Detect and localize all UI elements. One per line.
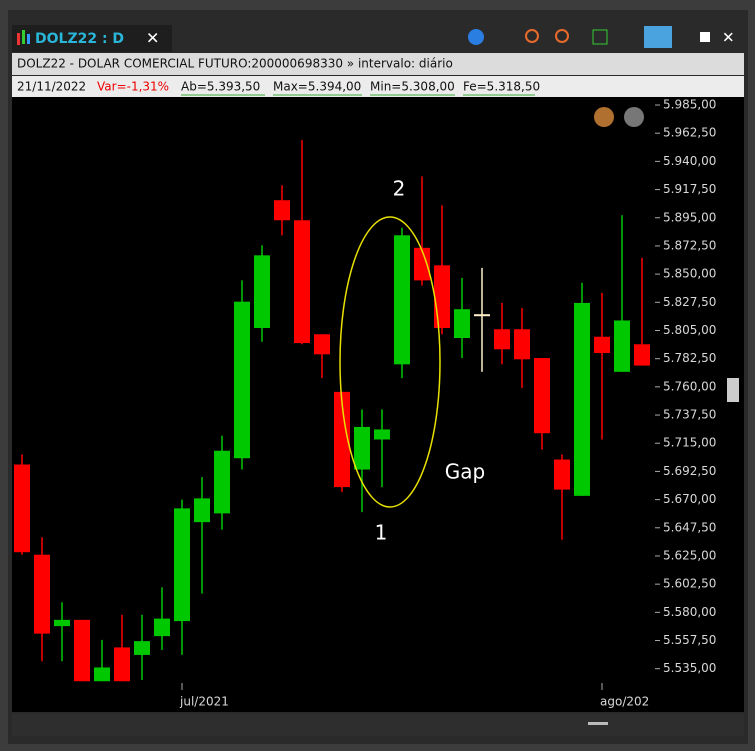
candle-body bbox=[614, 320, 630, 372]
candle-body bbox=[194, 498, 210, 523]
indicator-icon[interactable] bbox=[592, 29, 608, 45]
y-tick-label: 5.625,00 bbox=[663, 548, 716, 562]
candle-body bbox=[574, 302, 590, 496]
y-tick-label: 5.940,00 bbox=[663, 154, 716, 168]
tab-icon bbox=[22, 30, 25, 44]
candle-body bbox=[54, 619, 70, 627]
annotation: 2 bbox=[393, 177, 406, 201]
y-tick-label: 5.580,00 bbox=[663, 605, 716, 619]
tab-icon bbox=[27, 34, 30, 44]
x-tick-label: jul/2021 bbox=[179, 695, 229, 709]
candle-body bbox=[634, 344, 650, 366]
candle-body bbox=[154, 618, 170, 637]
y-tick-label: 5.715,00 bbox=[663, 436, 716, 450]
y-tick-label: 5.917,50 bbox=[663, 182, 716, 196]
fit-icon[interactable] bbox=[644, 26, 672, 48]
s-button[interactable] bbox=[594, 107, 614, 127]
y-tick-label: 5.737,50 bbox=[663, 408, 716, 422]
plot-area bbox=[12, 97, 744, 712]
next-button[interactable] bbox=[624, 107, 644, 127]
title-bar bbox=[12, 53, 744, 75]
candle-body bbox=[254, 255, 270, 328]
y-tick-label: 5.647,50 bbox=[663, 520, 716, 534]
y-tick-label: 5.557,50 bbox=[663, 633, 716, 647]
info-item: Fe=5.318,50 bbox=[463, 80, 540, 94]
y-tick-label: 5.827,50 bbox=[663, 295, 716, 309]
candle-body bbox=[414, 247, 430, 281]
candle-body bbox=[334, 391, 350, 488]
maximize[interactable] bbox=[700, 32, 710, 42]
candle-body bbox=[474, 314, 490, 317]
candle-body bbox=[14, 464, 30, 553]
candle-body bbox=[594, 336, 610, 354]
candle-body bbox=[34, 554, 50, 634]
candle-body bbox=[234, 301, 250, 459]
info-bar bbox=[12, 76, 744, 97]
scrollbar[interactable] bbox=[12, 714, 744, 736]
candle-body bbox=[374, 429, 390, 440]
y-tick-label: 5.692,50 bbox=[663, 464, 716, 478]
tab-title: DOLZ22 : D bbox=[35, 31, 124, 47]
y-tick-label: 5.895,00 bbox=[663, 210, 716, 224]
info-item: Ab=5.393,50 bbox=[181, 80, 260, 94]
chart-title: DOLZ22 - DOLAR COMERCIAL FUTURO:20000069… bbox=[17, 57, 453, 71]
scroll-thumb[interactable] bbox=[588, 722, 608, 725]
annotation: 1 bbox=[375, 521, 388, 545]
candle-body bbox=[454, 309, 470, 339]
candle-body bbox=[514, 329, 530, 360]
candle-body bbox=[494, 329, 510, 350]
candle-body bbox=[74, 619, 90, 682]
candle-body bbox=[434, 265, 450, 328]
y-tick-label: 5.985,00 bbox=[663, 98, 716, 112]
y-tick-label: 5.805,00 bbox=[663, 323, 716, 337]
candle-body bbox=[134, 641, 150, 655]
gap-ellipse bbox=[339, 216, 441, 508]
y-tick-label: 5.670,00 bbox=[663, 492, 716, 506]
clock-icon[interactable] bbox=[468, 29, 484, 45]
tab-icon bbox=[17, 33, 20, 45]
candle-body bbox=[274, 200, 290, 221]
tab[interactable] bbox=[12, 25, 172, 52]
side-handle[interactable] bbox=[727, 378, 739, 402]
candle-body bbox=[114, 647, 130, 682]
candle-body bbox=[394, 235, 410, 365]
y-tick-label: 5.782,50 bbox=[663, 351, 716, 365]
y-tick-label: 5.962,50 bbox=[663, 126, 716, 140]
zoom-out[interactable] bbox=[555, 29, 569, 43]
candle-body bbox=[354, 426, 370, 470]
candle-body bbox=[174, 508, 190, 622]
candle-body bbox=[214, 450, 230, 514]
candle-body bbox=[314, 334, 330, 355]
y-tick-label: 5.760,00 bbox=[663, 379, 716, 393]
y-tick-label: 5.850,00 bbox=[663, 267, 716, 281]
y-tick-label: 5.872,50 bbox=[663, 238, 716, 252]
y-tick-label: 5.535,00 bbox=[663, 661, 716, 675]
candle-body bbox=[94, 667, 110, 682]
info-item: 21/11/2022 bbox=[17, 80, 86, 94]
y-tick-label: 5.602,50 bbox=[663, 577, 716, 591]
close[interactable]: ✕ bbox=[722, 29, 735, 47]
info-item: Max=5.394,00 bbox=[273, 80, 361, 94]
candle-body bbox=[294, 220, 310, 344]
zoom-in[interactable] bbox=[525, 29, 539, 43]
annotation: Gap bbox=[445, 460, 485, 484]
info-item: Min=5.308,00 bbox=[370, 80, 455, 94]
candle-body bbox=[554, 459, 570, 490]
candle-body bbox=[534, 358, 550, 434]
x-tick-label: ago/202 bbox=[600, 695, 649, 709]
tab-close[interactable]: ✕ bbox=[146, 29, 159, 48]
info-item: Var=-1,31% bbox=[97, 80, 169, 94]
